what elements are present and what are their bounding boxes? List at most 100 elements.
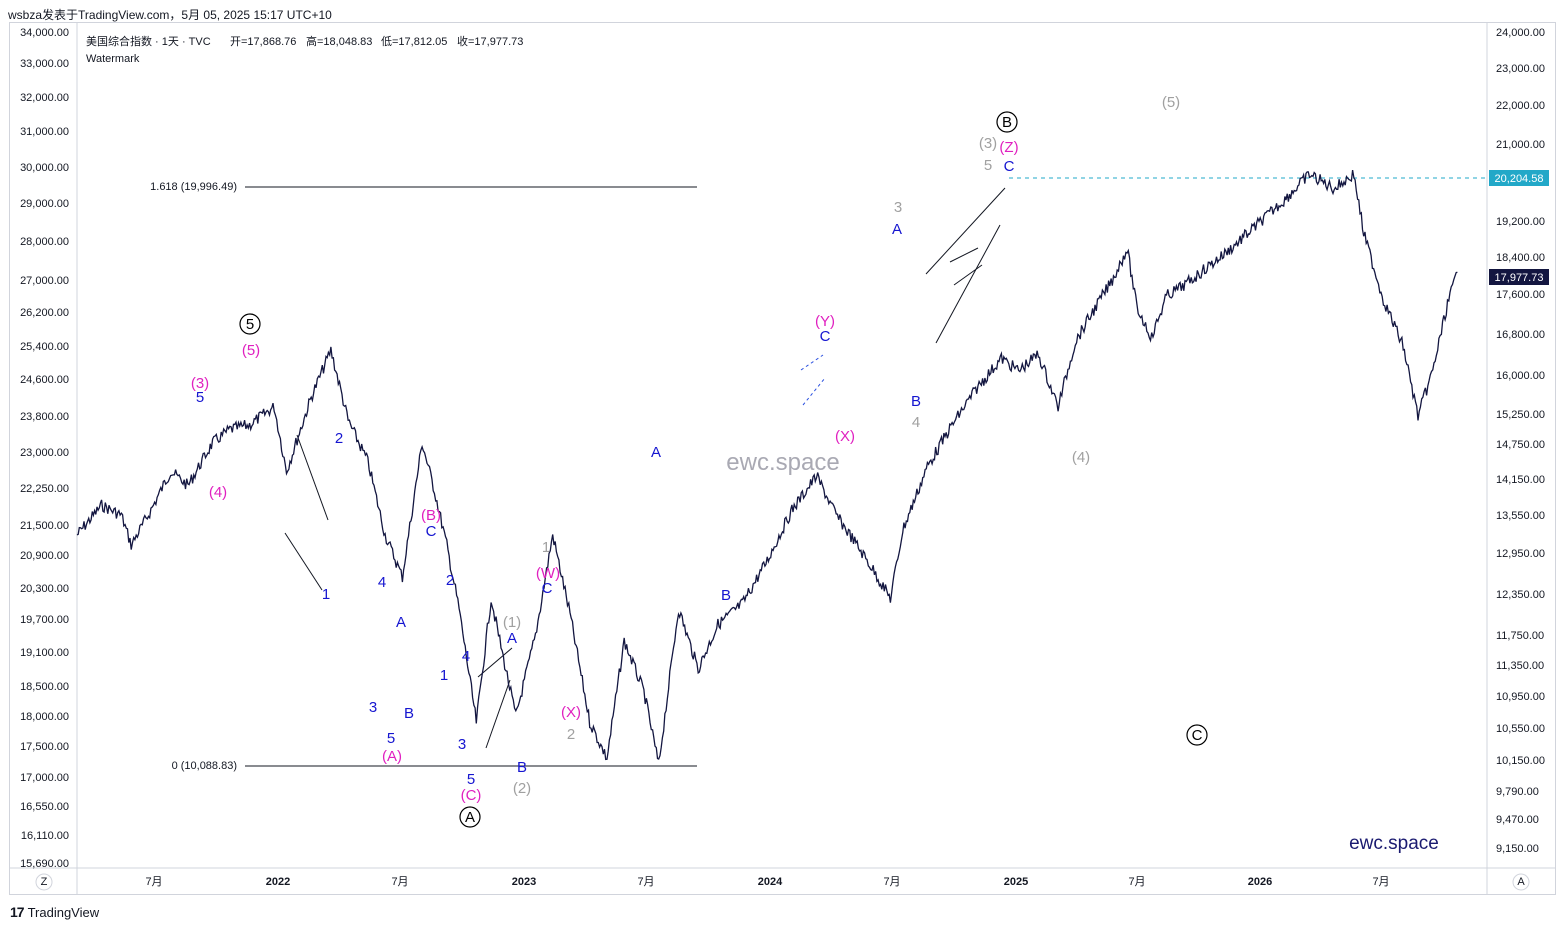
left-axis-tick: 32,000.00 — [20, 92, 69, 104]
trendline[interactable] — [477, 647, 513, 678]
time-axis-tick: 2022 — [266, 876, 290, 888]
wave-label: 4 — [378, 574, 386, 591]
left-axis-tick: 17,500.00 — [20, 741, 69, 753]
last-price-badge-text: 17,977.73 — [1495, 272, 1544, 284]
wave-label: 2 — [335, 430, 343, 447]
wave-label: A — [396, 614, 406, 631]
price-line — [76, 169, 1458, 761]
left-axis-tick: 19,100.00 — [20, 647, 69, 659]
wave-label: C — [1004, 158, 1015, 175]
wave-label: B — [721, 587, 731, 604]
time-axis-tick: 7月 — [637, 876, 654, 888]
left-axis-tick: 19,700.00 — [20, 614, 69, 626]
wave-label: (2) — [513, 780, 531, 797]
time-axis-tick: A — [1517, 876, 1525, 888]
wave-label: (C) — [461, 787, 482, 804]
right-axis-tick: 12,950.00 — [1496, 548, 1545, 560]
left-axis-tick: 15,690.00 — [20, 858, 69, 870]
wave-label: B — [1002, 114, 1012, 131]
right-axis-tick: 19,200.00 — [1496, 216, 1545, 228]
right-axis-tick: 10,950.00 — [1496, 691, 1545, 703]
time-axis-tick: 7月 — [883, 876, 900, 888]
right-price-axis[interactable]: 24,000.00 23,000.00 22,000.00 21,000.00 19,2… — [1496, 27, 1545, 855]
wave-label: (W) — [536, 565, 560, 582]
axis-scale-button — [35, 873, 53, 891]
legend-watermark: Watermark — [86, 53, 140, 65]
wave-label: C — [820, 328, 831, 345]
right-axis-tick: 23,000.00 — [1496, 63, 1545, 75]
time-axis[interactable]: Z 7月 2022 7月 2023 7月 2024 7月 2025 7月 2026 7月 A — [35, 873, 1530, 891]
wave-label: A — [507, 630, 517, 647]
trendline[interactable] — [296, 434, 329, 521]
left-axis-tick: 23,000.00 — [20, 447, 69, 459]
left-axis-tick: 22,250.00 — [20, 483, 69, 495]
wave-label: 5 — [387, 730, 395, 747]
time-axis-tick: 7月 — [391, 876, 408, 888]
right-axis-tick: 10,150.00 — [1496, 755, 1545, 767]
trendline[interactable] — [800, 354, 824, 371]
time-axis-tick: 7月 — [1372, 876, 1389, 888]
right-axis-tick: 9,790.00 — [1496, 786, 1539, 798]
left-axis-tick: 23,800.00 — [20, 411, 69, 423]
right-axis-tick: 15,250.00 — [1496, 409, 1545, 421]
left-axis-tick: 28,000.00 — [20, 236, 69, 248]
left-axis-tick: 16,550.00 — [20, 801, 69, 813]
fib-label-1618: 1.618 (19,996.49) — [150, 181, 237, 193]
right-axis-tick: 16,000.00 — [1496, 370, 1545, 382]
axis-scale-button — [1512, 873, 1530, 891]
wave-label: (3) — [191, 375, 209, 392]
time-axis-tick: 2023 — [512, 876, 536, 888]
fib-retracement[interactable]: 1.618 (19,996.49) 0 (10,088.83) — [150, 181, 697, 772]
tradingview-footer[interactable]: 17 TradingView — [10, 904, 99, 920]
wave-label: 4 — [462, 648, 470, 665]
wave-label: 3 — [894, 199, 902, 216]
wave-label: C — [1192, 727, 1203, 744]
wave-label-circle — [459, 806, 481, 828]
corner-watermark: ewc.space — [1349, 833, 1439, 854]
legend-close: 收=17,977.73 — [457, 34, 523, 48]
left-axis-tick: 18,500.00 — [20, 681, 69, 693]
left-price-axis[interactable]: 34,000.00 33,000.00 32,000.00 31,000.00 30,0… — [20, 27, 69, 870]
wave-label: (X) — [835, 428, 855, 445]
wave-label: C — [426, 523, 437, 540]
right-axis-tick: 13,550.00 — [1496, 510, 1545, 522]
left-axis-tick: 26,200.00 — [20, 307, 69, 319]
legend-high: 高=18,048.83 — [306, 34, 372, 48]
trendline[interactable] — [485, 679, 511, 749]
publisher-header: wsbza发表于TradingView.com，5月 05, 2025 15:1… — [8, 6, 332, 23]
legend-low: 低=17,812.05 — [381, 35, 447, 48]
wave-label: 3 — [458, 736, 466, 753]
wave-label-circle — [1186, 724, 1208, 746]
right-axis-tick: 16,800.00 — [1496, 329, 1545, 341]
left-axis-tick: 33,000.00 — [20, 58, 69, 70]
wave-label: (A) — [382, 748, 402, 765]
chart-frame[interactable] — [9, 22, 1556, 895]
trendline[interactable] — [802, 377, 826, 406]
time-axis-tick: 2024 — [758, 876, 783, 888]
wave-label: 1 — [542, 539, 550, 556]
left-axis-tick: 20,300.00 — [20, 583, 69, 595]
right-axis-tick: 11,750.00 — [1496, 630, 1544, 642]
right-axis-tick: 14,750.00 — [1496, 439, 1545, 451]
trend-drawings[interactable] — [284, 187, 1006, 749]
trendline[interactable] — [935, 224, 1001, 344]
time-axis-tick: 7月 — [1128, 876, 1145, 888]
trendline[interactable] — [949, 247, 979, 263]
wave-label: C — [542, 580, 553, 597]
trendline[interactable] — [925, 187, 1006, 275]
wave-label: (5) — [1162, 94, 1180, 111]
time-axis-tick: 2025 — [1004, 876, 1028, 888]
trendline[interactable] — [953, 264, 983, 286]
wave-label: (4) — [1072, 449, 1090, 466]
left-axis-tick: 30,000.00 — [20, 162, 69, 174]
wave-label: 5 — [246, 316, 254, 333]
wave-label: (Z) — [999, 139, 1018, 156]
time-axis-tick: 2026 — [1248, 876, 1272, 888]
wave-label: (Y) — [815, 313, 835, 330]
trendline[interactable] — [284, 532, 323, 591]
wave-label: (4) — [209, 484, 227, 501]
right-axis-tick: 12,350.00 — [1496, 589, 1545, 601]
wave-label: (3) — [979, 135, 997, 152]
